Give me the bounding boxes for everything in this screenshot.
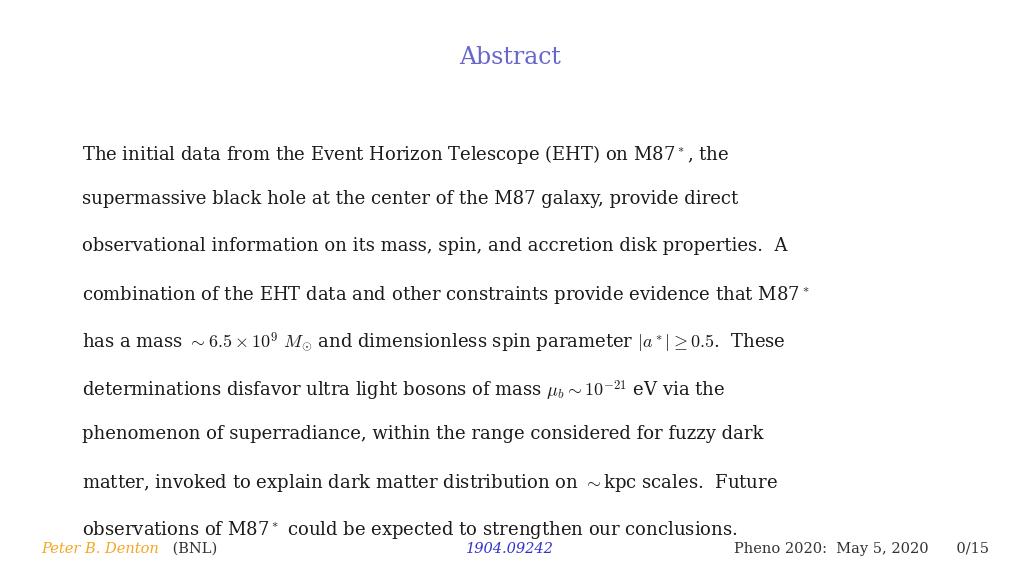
Text: observational information on its mass, spin, and accretion disk properties.  A: observational information on its mass, s…	[82, 237, 787, 255]
Text: (BNL): (BNL)	[168, 542, 217, 556]
Text: Pheno 2020:  May 5, 2020      0/15: Pheno 2020: May 5, 2020 0/15	[734, 542, 988, 556]
Text: matter, invoked to explain dark matter distribution on $\sim$kpc scales.  Future: matter, invoked to explain dark matter d…	[82, 472, 776, 494]
Text: 1904.09242: 1904.09242	[466, 542, 553, 556]
Text: observations of M87$^*$ could be expected to strengthen our conclusions.: observations of M87$^*$ could be expecte…	[82, 519, 737, 541]
Text: Abstract: Abstract	[459, 46, 560, 69]
Text: The initial data from the Event Horizon Telescope (EHT) on M87$^*$, the: The initial data from the Event Horizon …	[82, 143, 729, 166]
Text: phenomenon of superradiance, within the range considered for fuzzy dark: phenomenon of superradiance, within the …	[82, 425, 762, 443]
Text: combination of the EHT data and other constraints provide evidence that M87$^*$: combination of the EHT data and other co…	[82, 284, 808, 306]
Text: supermassive black hole at the center of the M87 galaxy, provide direct: supermassive black hole at the center of…	[82, 190, 737, 208]
Text: Peter B. Denton: Peter B. Denton	[41, 542, 158, 556]
Text: has a mass $\sim 6.5 \times 10^9$ $M_{\odot}$ and dimensionless spin parameter $: has a mass $\sim 6.5 \times 10^9$ $M_{\o…	[82, 331, 785, 355]
Text: determinations disfavor ultra light bosons of mass $\mu_b \sim 10^{-21}$ eV via : determinations disfavor ultra light boso…	[82, 378, 725, 403]
